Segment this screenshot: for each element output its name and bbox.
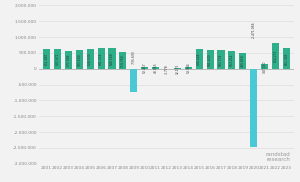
Text: 581.630: 581.630	[208, 53, 212, 66]
Text: -2.471.066: -2.471.066	[252, 21, 256, 38]
Bar	[76, 50, 83, 69]
Bar	[239, 53, 246, 69]
Text: 563.214: 563.214	[230, 54, 234, 66]
Bar	[109, 48, 116, 69]
Bar	[196, 49, 203, 69]
Text: 638.428: 638.428	[197, 52, 201, 65]
Text: 641.334: 641.334	[99, 52, 103, 65]
Text: 583.690: 583.690	[77, 53, 81, 66]
Text: 611.887: 611.887	[45, 53, 49, 65]
Text: 804.272: 804.272	[274, 50, 278, 62]
Text: 32.135: 32.135	[176, 63, 179, 74]
Text: -735.693: -735.693	[132, 50, 136, 64]
Text: 43.065: 43.065	[154, 63, 158, 74]
Bar	[152, 68, 159, 69]
Text: 583.774: 583.774	[219, 53, 223, 66]
Bar	[54, 49, 61, 69]
Bar	[43, 50, 50, 69]
Bar	[87, 49, 94, 69]
Bar	[218, 50, 224, 69]
Bar	[65, 51, 72, 69]
Bar	[119, 52, 127, 69]
Text: 577.388: 577.388	[66, 54, 70, 66]
Text: 490.858: 490.858	[241, 55, 245, 67]
Text: research: research	[266, 157, 290, 162]
Text: -3.778: -3.778	[164, 64, 169, 74]
Text: 147.260: 147.260	[262, 60, 267, 73]
Bar	[141, 67, 148, 69]
Bar	[250, 69, 257, 147]
Bar	[228, 51, 236, 69]
Text: 632.671: 632.671	[56, 53, 59, 65]
Bar	[206, 50, 214, 69]
Bar	[283, 48, 290, 69]
Text: randstad: randstad	[266, 153, 290, 157]
Text: 628.530: 628.530	[88, 53, 92, 65]
Bar	[98, 48, 105, 69]
Text: 519.760: 519.760	[121, 54, 125, 67]
Bar	[272, 43, 279, 69]
Bar	[261, 64, 268, 69]
Bar	[185, 67, 192, 69]
Bar	[130, 69, 137, 92]
Bar	[174, 68, 181, 69]
Text: 661.385: 661.385	[284, 52, 288, 65]
Text: 52.457: 52.457	[143, 63, 147, 73]
Text: 53.944: 53.944	[186, 63, 190, 73]
Text: 648.568: 648.568	[110, 52, 114, 65]
